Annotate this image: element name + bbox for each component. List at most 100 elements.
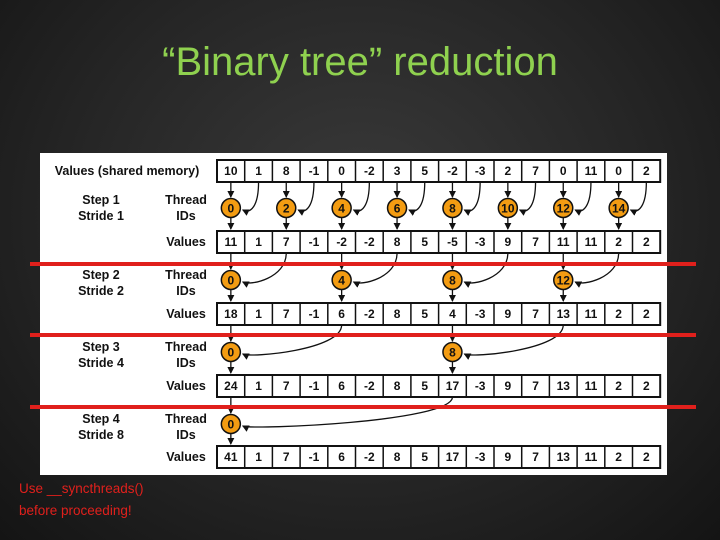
initial-values-row-cell: 3 [394, 164, 401, 178]
initial-values-row-cell: 7 [532, 164, 539, 178]
step-values-row-cell: 13 [557, 450, 571, 464]
thread-id-circle [442, 197, 463, 219]
step-values-row-cell: 7 [532, 450, 539, 464]
initial-values-row-cell: 1 [255, 164, 262, 178]
step-values-row-cell: -2 [336, 235, 347, 249]
step-values-row-cell: 9 [505, 450, 512, 464]
step-values-row-cell: 11 [585, 450, 598, 464]
thread-id-circle [442, 341, 463, 363]
thread-id-label: 2 [283, 202, 290, 216]
step-values-row-cell: 11 [585, 307, 598, 321]
step-values-row-cell: 5 [421, 235, 428, 249]
partner-arrow [352, 252, 398, 288]
thread-id-circle [386, 197, 408, 219]
thread-id-label: 0 [228, 274, 235, 288]
thread-id-label: 0 [228, 346, 235, 360]
thread-id-circle [220, 197, 242, 219]
values-header-label: Values (shared memory) [55, 164, 200, 178]
step-values-row-cell: 2 [643, 307, 650, 321]
sync-note-line-2: before proceeding! [19, 503, 132, 518]
step-values-row-cell: -1 [309, 379, 320, 393]
step-values-row-cell: 18 [224, 307, 238, 321]
initial-values-row-cell: -2 [447, 164, 458, 178]
stride-label: Stride 1 [78, 209, 124, 223]
thread-id-circle [553, 269, 574, 291]
thread-label: Thread [165, 340, 207, 354]
thread-id-label: 12 [557, 274, 571, 288]
values-label: Values [166, 379, 206, 393]
thread-label: Thread [165, 268, 207, 282]
step-values-row-cell: 1 [255, 307, 262, 321]
thread-id-circle [553, 197, 574, 219]
thread-id-label: 4 [338, 274, 345, 288]
step-values-row-cell: 6 [338, 379, 345, 393]
thread-id-label: 10 [501, 202, 515, 216]
initial-values-row-cell: 0 [338, 164, 345, 178]
thread-id-label: 0 [228, 202, 235, 216]
thread-id-circle [276, 197, 297, 219]
initial-values-row-cell: -3 [475, 164, 486, 178]
thread-id-label: 8 [449, 346, 456, 360]
step-values-row-cell: 2 [615, 235, 622, 249]
thread-id-circle [331, 197, 352, 219]
step-values-row-cell: 7 [532, 235, 539, 249]
thread-id-circle [608, 197, 629, 219]
step-values-row-cell: 5 [421, 450, 428, 464]
step-values-row-cell: -3 [475, 450, 486, 464]
step-values-row-cell: 1 [255, 235, 262, 249]
thread-id-label: 14 [612, 202, 626, 216]
partner-arrow [518, 181, 537, 216]
step-values-row-cell: 11 [585, 379, 598, 393]
step-values-row-cell: 7 [283, 450, 290, 464]
step-values-row-cell: -3 [475, 235, 486, 249]
thread-id-label: 8 [449, 202, 456, 216]
step-values-row-cell: -1 [309, 307, 320, 321]
initial-values-row-cell: 11 [585, 164, 598, 178]
thread-label: Thread [165, 193, 207, 207]
sync-note: Use __syncthreads() before proceeding! [19, 478, 144, 522]
partner-arrow [408, 181, 426, 216]
stride-label: Stride 8 [78, 428, 124, 442]
ids-label: IDs [176, 428, 196, 442]
partner-arrow [629, 181, 647, 216]
step-values-row-cell: 24 [224, 379, 238, 393]
step-values-row-cell: 2 [643, 450, 650, 464]
step-values-row-cell: 8 [394, 307, 401, 321]
step-values-row-cell: 8 [394, 379, 401, 393]
step-values-row-cell: -2 [364, 235, 375, 249]
thread-id-label: 4 [338, 202, 345, 216]
reduction-diagram: Values (shared memory) 10 1 8 -1 0 -2 3 5 -2 -3 2 7 0… [40, 153, 667, 475]
step-values-row-cell: 11 [557, 235, 570, 249]
step-values-row-cell: 6 [338, 450, 345, 464]
initial-values-row-cell: 0 [560, 164, 567, 178]
step-values-row-cell: -3 [475, 379, 486, 393]
values-label: Values [166, 307, 206, 321]
step-values-row-cell: -2 [364, 450, 375, 464]
thread-id-label: 0 [228, 418, 235, 432]
step-values-row-cell: 1 [255, 450, 262, 464]
partner-arrow [463, 324, 564, 360]
partner-arrow [352, 181, 370, 216]
step-values-row-cell: 2 [615, 450, 622, 464]
step-values-row-cell: -1 [309, 235, 320, 249]
step-values-row-cell: 2 [615, 379, 622, 393]
thread-id-label: 12 [557, 202, 571, 216]
stride-label: Stride 4 [78, 356, 124, 370]
initial-values-row-cell: 0 [615, 164, 622, 178]
step-values-row-cell: 4 [449, 307, 456, 321]
initial-values-row-cell: -1 [309, 164, 320, 178]
step-values-row-cell: 8 [394, 235, 401, 249]
step-values-row-cell: 9 [505, 235, 512, 249]
partner-arrow [297, 181, 315, 216]
values-label: Values [166, 235, 206, 249]
step-values-row-cell: -3 [475, 307, 486, 321]
step-label: Step 4 [82, 412, 120, 426]
step-values-row-cell: -2 [364, 379, 375, 393]
thread-id-circle [331, 269, 352, 291]
stride-label: Stride 2 [78, 284, 124, 298]
initial-values-row-cell: -2 [364, 164, 375, 178]
step-values-row-cell: 17 [446, 379, 460, 393]
ids-label: IDs [176, 356, 196, 370]
partner-arrow [463, 181, 481, 216]
slide-title: “Binary tree” reduction [162, 40, 558, 84]
